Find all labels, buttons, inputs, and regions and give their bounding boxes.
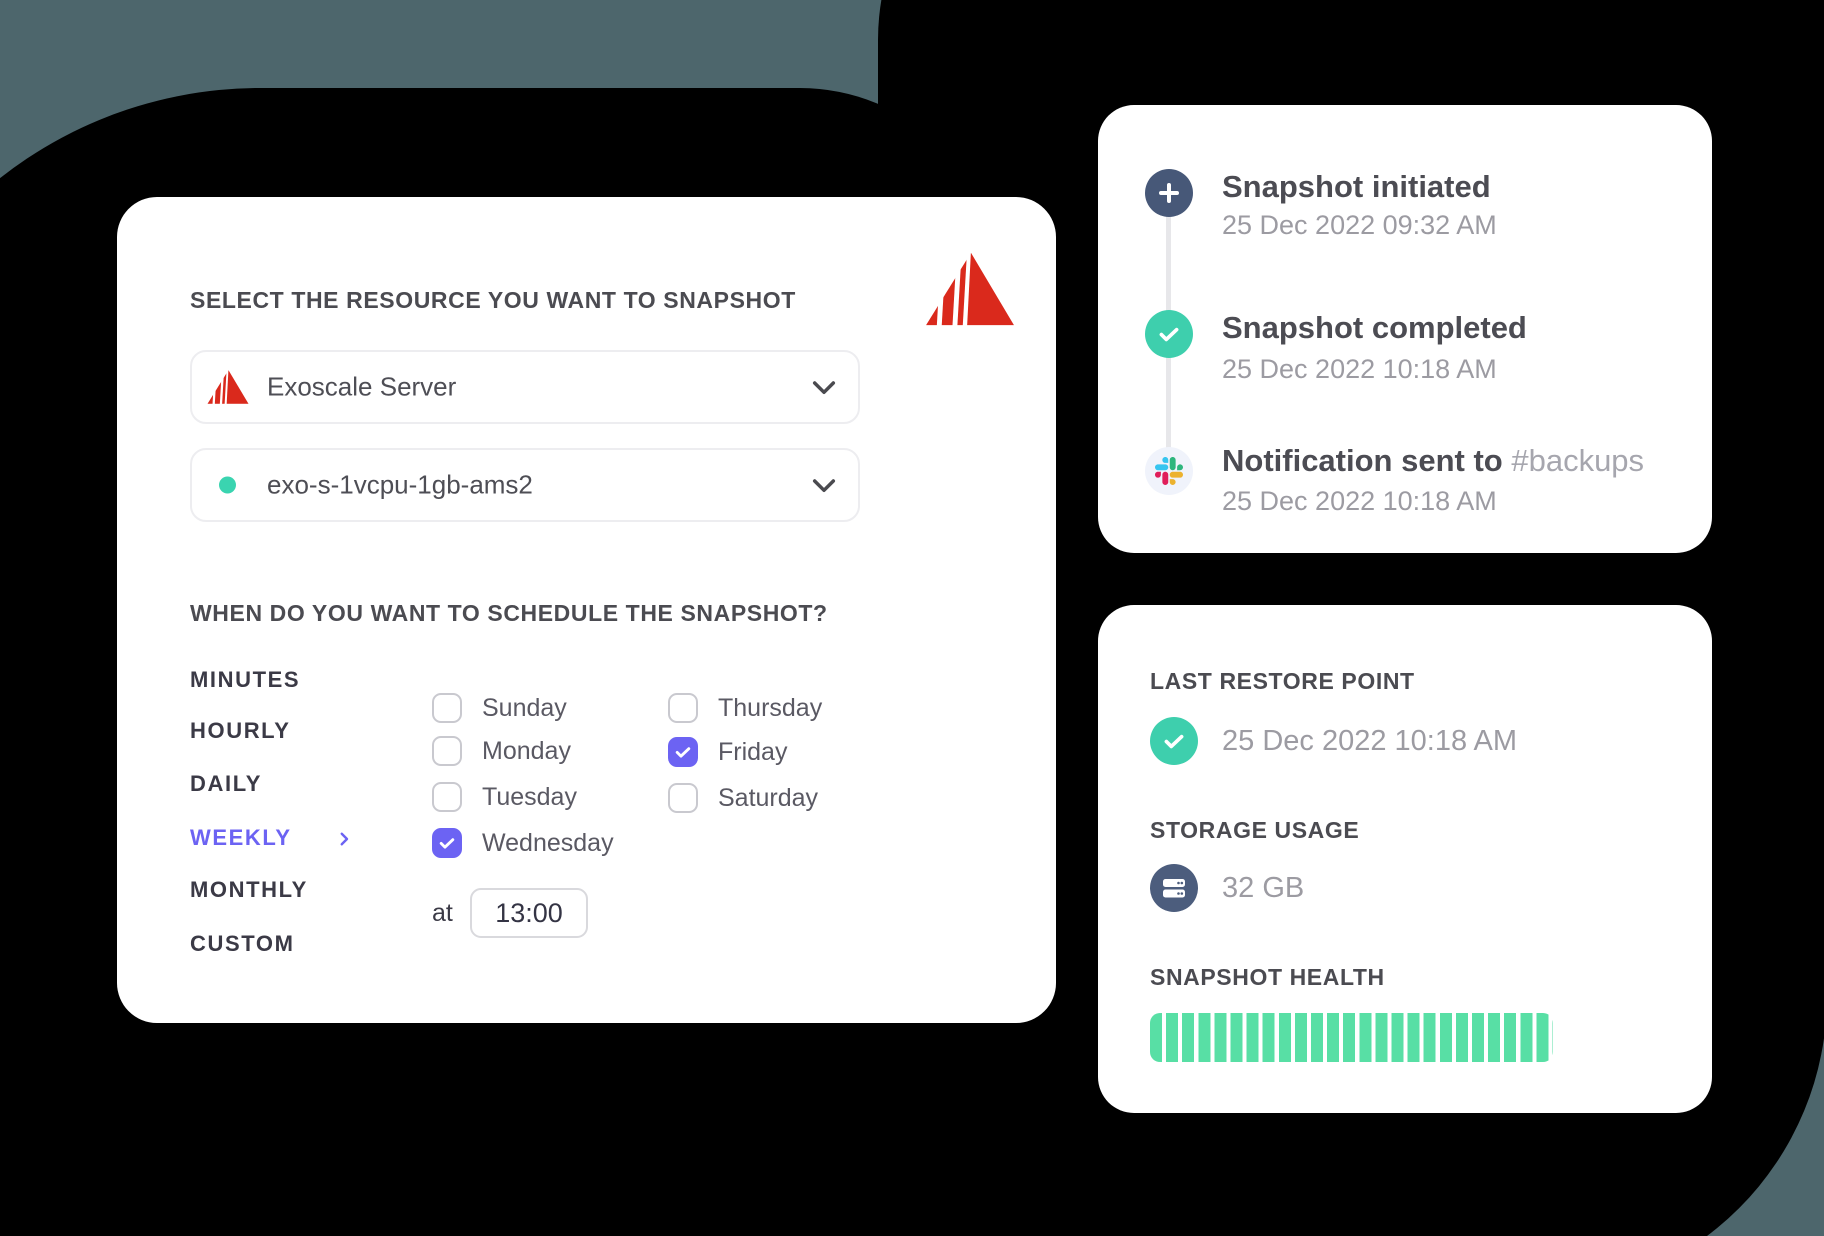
chevron-down-icon [808,371,840,403]
plus-icon [1145,169,1193,217]
chevron-right-icon [335,827,353,855]
checkbox-icon [432,693,462,723]
timeline-event-title: Snapshot initiated [1222,169,1491,204]
timeline-card: Snapshot initiated 25 Dec 2022 09:32 AM … [1098,105,1712,553]
day-checkbox-sunday[interactable]: Sunday [432,693,567,723]
frequency-option-daily[interactable]: DAILY [190,771,262,796]
snapshot-form-card: SELECT THE RESOURCE YOU WANT TO SNAPSHOT [117,197,1056,1023]
checkbox-checked-icon [432,828,462,858]
timeline-event-title: Notification sent to #backups [1222,443,1645,478]
check-icon [1150,717,1198,765]
exoscale-logo-icon [925,250,1015,328]
status-card: LAST RESTORE POINT 25 Dec 2022 10:18 AM … [1098,605,1712,1113]
storage-usage-heading: STORAGE USAGE [1150,817,1360,843]
restore-point-value: 25 Dec 2022 10:18 AM [1222,725,1518,757]
timeline-event-title: Snapshot completed [1222,310,1527,345]
resource-heading: SELECT THE RESOURCE YOU WANT TO SNAPSHOT [190,287,796,313]
frequency-option-weekly[interactable]: WEEKLY [190,824,353,852]
time-prefix-label: at [432,899,453,927]
timeline-event-timestamp: 25 Dec 2022 09:32 AM [1222,210,1497,240]
timeline-event-timestamp: 25 Dec 2022 10:18 AM [1222,486,1497,516]
frequency-option-monthly[interactable]: MONTHLY [190,877,308,902]
resource-instance-dropdown[interactable]: exo-s-1vcpu-1gb-ams2 [190,448,860,522]
resource-type-dropdown[interactable]: Exoscale Server [190,350,860,424]
resource-instance-value: exo-s-1vcpu-1gb-ams2 [267,469,533,500]
day-checkbox-thursday[interactable]: Thursday [668,693,822,723]
day-checkbox-tuesday[interactable]: Tuesday [432,782,577,812]
checkbox-checked-icon [668,737,698,767]
snapshot-health-bar [1150,1013,1553,1062]
time-input[interactable]: 13:00 [470,888,588,938]
day-checkbox-wednesday[interactable]: Wednesday [432,828,614,858]
restore-point-heading: LAST RESTORE POINT [1150,668,1415,694]
frequency-option-hourly[interactable]: HOURLY [190,718,291,743]
checkbox-icon [668,783,698,813]
check-icon [1145,310,1193,358]
checkbox-icon [432,736,462,766]
checkbox-icon [668,693,698,723]
frequency-option-minutes[interactable]: MINUTES [190,667,301,692]
day-checkbox-saturday[interactable]: Saturday [668,783,818,813]
status-dot-icon [219,476,236,494]
checkbox-icon [432,782,462,812]
storage-usage-value: 32 GB [1222,872,1305,904]
exoscale-logo-small-icon [207,369,249,405]
slack-icon [1145,447,1193,495]
day-checkbox-monday[interactable]: Monday [432,736,571,766]
slack-channel-label: #backups [1511,443,1645,478]
frequency-option-custom[interactable]: CUSTOM [190,931,295,956]
schedule-heading: WHEN DO YOU WANT TO SCHEDULE THE SNAPSHO… [190,600,828,626]
server-icon [1150,864,1198,912]
day-checkbox-friday[interactable]: Friday [668,737,787,767]
chevron-down-icon [808,469,840,501]
timeline-event-timestamp: 25 Dec 2022 10:18 AM [1222,354,1497,384]
snapshot-health-heading: SNAPSHOT HEALTH [1150,964,1385,990]
resource-type-value: Exoscale Server [267,371,457,402]
